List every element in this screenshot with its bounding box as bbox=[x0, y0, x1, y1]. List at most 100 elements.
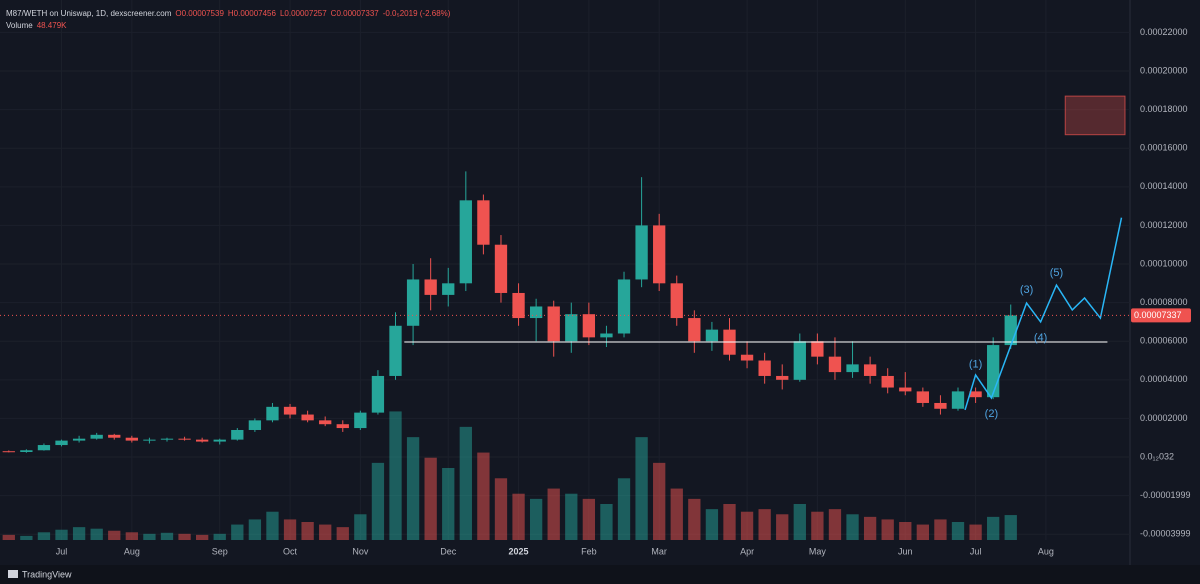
ohlc-readout: H0.00007456 bbox=[227, 9, 276, 18]
candle-body bbox=[600, 333, 613, 338]
volume-bar bbox=[1004, 515, 1017, 540]
volume-value: 48.479K bbox=[36, 21, 67, 30]
candle-body bbox=[108, 434, 121, 438]
candle-body bbox=[301, 414, 314, 421]
candle-body bbox=[512, 292, 525, 319]
candle-body bbox=[37, 445, 51, 451]
volume-bar bbox=[600, 504, 613, 540]
candle-body bbox=[916, 391, 930, 403]
volume-bar bbox=[72, 527, 86, 540]
volume-bar bbox=[20, 535, 33, 540]
candle-body bbox=[389, 325, 402, 376]
candle-body bbox=[231, 429, 244, 440]
y-tick-label: 0.00010000 bbox=[1140, 258, 1188, 268]
x-tick-label: Feb bbox=[581, 546, 597, 556]
volume-bar bbox=[705, 509, 719, 540]
volume-bar bbox=[529, 498, 543, 540]
wave-label: (3) bbox=[1020, 284, 1033, 296]
x-tick-label: Jul bbox=[970, 546, 982, 556]
x-tick-label: Oct bbox=[283, 546, 298, 556]
candle-body bbox=[2, 451, 15, 453]
volume-bar bbox=[336, 527, 349, 540]
candle-body bbox=[934, 402, 947, 409]
candle-body bbox=[758, 360, 771, 376]
volume-bar bbox=[354, 514, 367, 540]
symbol: M87/WETH on Uniswap, 1D, dexscreener.com bbox=[6, 9, 172, 18]
x-tick-label: Jul bbox=[56, 546, 68, 556]
volume-bar bbox=[653, 462, 666, 540]
volume-bar bbox=[266, 511, 279, 540]
wave-projection bbox=[964, 217, 1123, 411]
volume-bar bbox=[881, 519, 894, 540]
volume-bar bbox=[776, 514, 789, 540]
volume-bar bbox=[319, 524, 332, 540]
volume-bar bbox=[863, 516, 877, 540]
volume-bar bbox=[916, 524, 930, 540]
brand: TradingView bbox=[22, 569, 72, 579]
volume-bar bbox=[371, 462, 385, 540]
candle-body bbox=[582, 314, 596, 338]
candle-body bbox=[951, 391, 965, 409]
candle-body bbox=[336, 424, 349, 429]
wave-label: (1) bbox=[969, 358, 982, 370]
volume-bar bbox=[231, 524, 244, 540]
volume-bar bbox=[828, 509, 842, 540]
candle-body bbox=[143, 439, 156, 441]
candle-body bbox=[811, 341, 824, 357]
candle-body bbox=[617, 279, 631, 334]
y-tick-label: -0.00001999 bbox=[1140, 490, 1191, 500]
candle-body bbox=[653, 225, 666, 284]
candle-body bbox=[688, 318, 701, 342]
candle-body bbox=[371, 375, 385, 413]
y-tick-label: 0.00018000 bbox=[1140, 104, 1188, 114]
candle-body bbox=[494, 244, 508, 293]
footer-bar bbox=[0, 565, 1200, 584]
volume-bar bbox=[969, 524, 982, 540]
volume-bar bbox=[934, 519, 947, 540]
volume-bar bbox=[301, 522, 314, 540]
y-tick-label: -0.00003999 bbox=[1140, 529, 1191, 539]
candle-body bbox=[846, 364, 859, 373]
candle-body bbox=[20, 450, 33, 452]
volume-row: Volume 48.479K bbox=[6, 20, 458, 32]
candle-body bbox=[459, 200, 472, 284]
candle-body bbox=[740, 354, 754, 361]
volume-bar bbox=[951, 522, 965, 540]
candle-body bbox=[477, 200, 490, 245]
candle-body bbox=[670, 283, 683, 319]
volume-bar bbox=[424, 457, 437, 540]
y-tick-label: 0.00006000 bbox=[1140, 336, 1188, 346]
volume-bar bbox=[477, 452, 490, 540]
volume-bar bbox=[406, 437, 420, 540]
volume-bar bbox=[635, 437, 648, 540]
y-tick-label: 0.00002000 bbox=[1140, 413, 1188, 423]
candle-body bbox=[248, 420, 262, 430]
volume-bar bbox=[688, 498, 701, 540]
candle-body bbox=[72, 438, 86, 441]
candle-body bbox=[1004, 315, 1017, 346]
price-tag bbox=[1131, 308, 1191, 323]
candle-body bbox=[160, 438, 174, 440]
volume-bar bbox=[143, 533, 156, 540]
y-tick-label: 0.00008000 bbox=[1140, 297, 1188, 307]
wave-label: (2) bbox=[985, 408, 998, 420]
volume-bar bbox=[494, 478, 508, 540]
volume-bar bbox=[565, 493, 578, 540]
candle-body bbox=[969, 391, 982, 398]
volume-bar bbox=[987, 516, 1000, 540]
volume-bar bbox=[213, 533, 226, 540]
wave-label: (4) bbox=[1034, 332, 1047, 344]
candle-body bbox=[705, 329, 719, 342]
candle-body bbox=[354, 412, 367, 429]
volume-bar bbox=[2, 534, 15, 540]
candle-body bbox=[635, 225, 648, 280]
candle-body bbox=[195, 439, 209, 442]
volume-bar bbox=[37, 532, 51, 540]
volume-bar bbox=[793, 504, 806, 540]
candle-body bbox=[547, 306, 560, 342]
x-tick-label: Mar bbox=[651, 546, 667, 556]
candle-body bbox=[266, 406, 279, 421]
ohlc-readout: C0.00007337 bbox=[330, 9, 379, 18]
